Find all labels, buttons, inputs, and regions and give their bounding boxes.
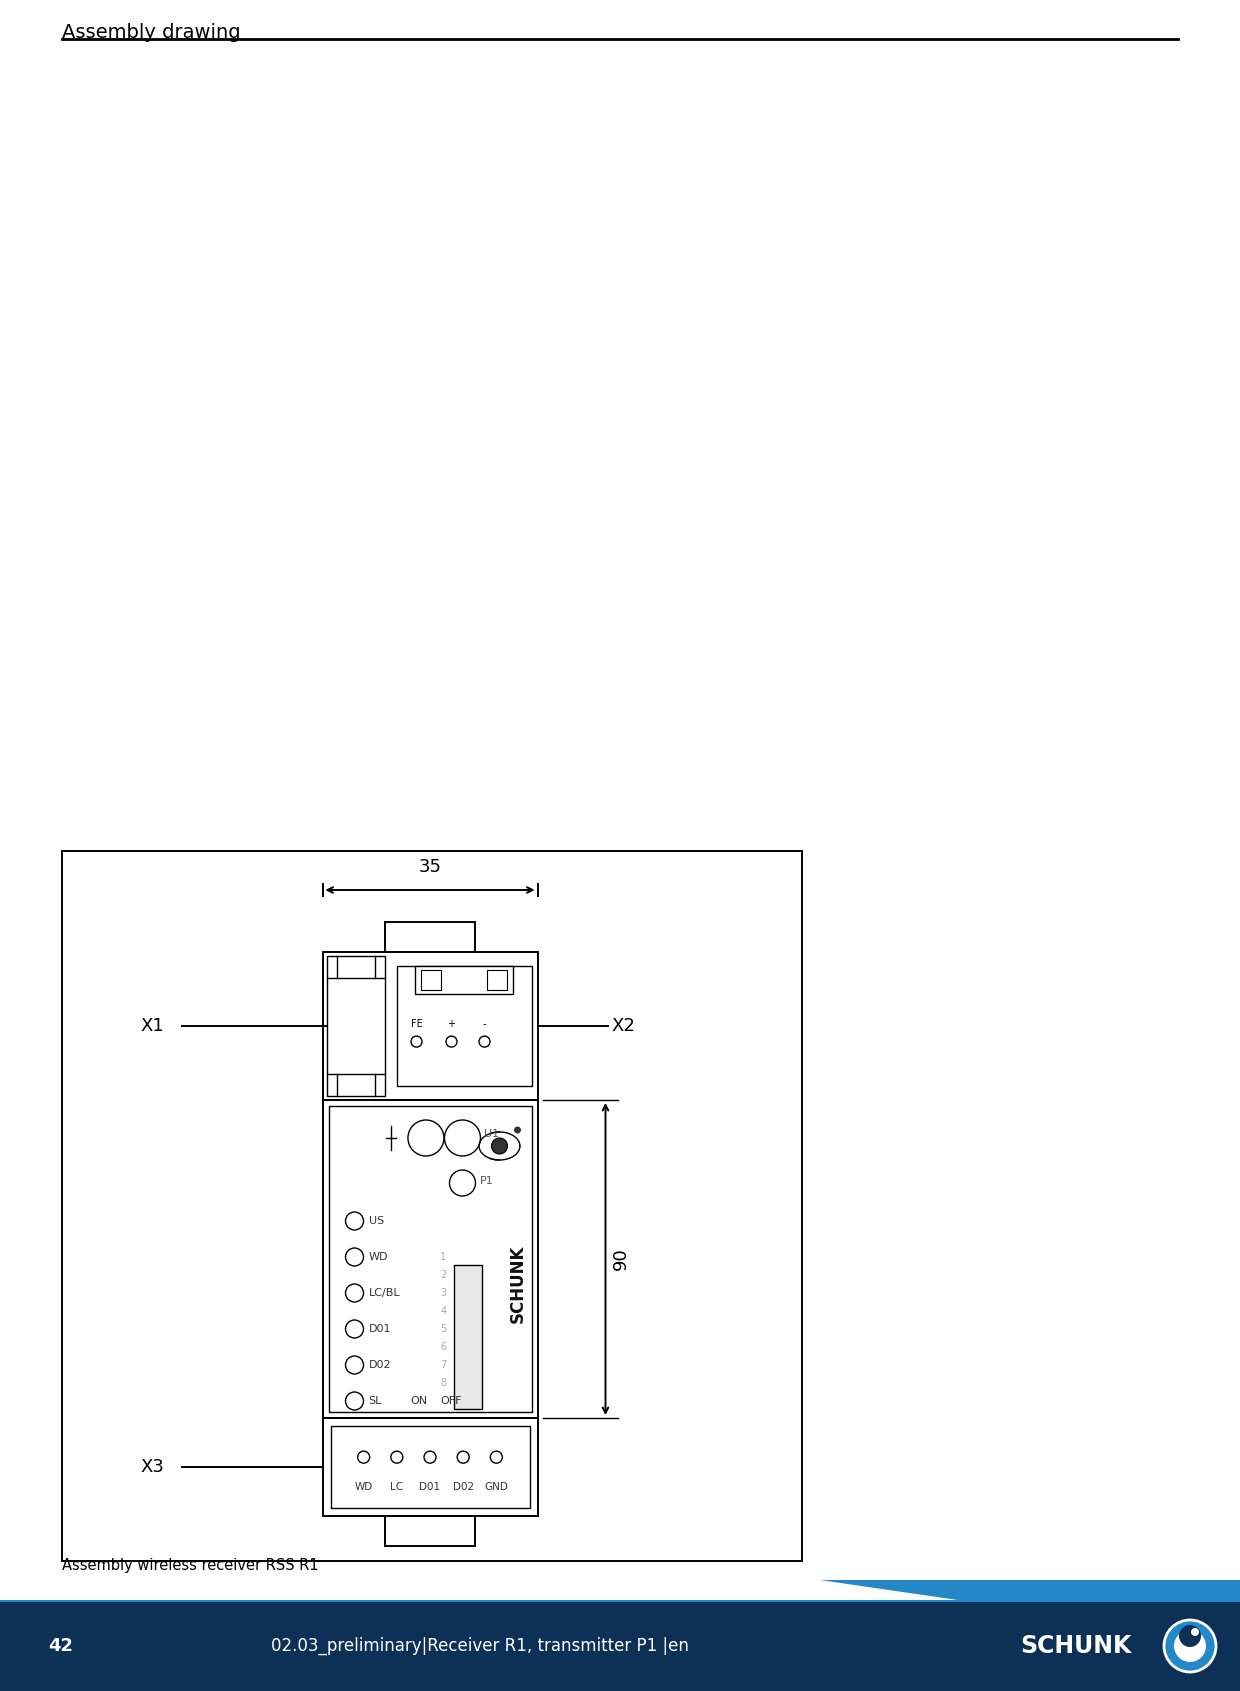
Text: 90: 90 <box>611 1248 630 1270</box>
Circle shape <box>346 1283 363 1302</box>
Bar <box>322 1419 537 1517</box>
Text: 3: 3 <box>440 1289 446 1299</box>
Circle shape <box>346 1356 363 1375</box>
Text: LC/BL: LC/BL <box>368 1289 401 1299</box>
Text: 7: 7 <box>440 1360 446 1370</box>
Text: ON: ON <box>410 1397 428 1405</box>
Bar <box>331 1426 529 1508</box>
Text: 1: 1 <box>440 1251 446 1261</box>
Text: D02: D02 <box>368 1360 391 1370</box>
Circle shape <box>1190 1628 1199 1635</box>
Text: 2: 2 <box>440 1270 446 1280</box>
Text: FE: FE <box>410 1018 423 1028</box>
Circle shape <box>491 1138 507 1153</box>
Text: 5: 5 <box>440 1324 446 1334</box>
Text: GND: GND <box>485 1483 508 1493</box>
Text: D02: D02 <box>453 1483 474 1493</box>
Circle shape <box>346 1321 363 1338</box>
Circle shape <box>446 1037 458 1047</box>
Text: LC: LC <box>391 1483 403 1493</box>
Circle shape <box>357 1451 370 1463</box>
Circle shape <box>458 1451 469 1463</box>
Bar <box>415 966 512 994</box>
Circle shape <box>424 1451 436 1463</box>
Bar <box>454 1265 482 1409</box>
Bar <box>422 971 441 989</box>
Text: SL: SL <box>368 1397 382 1405</box>
Text: +: + <box>448 1018 455 1028</box>
Text: 6: 6 <box>440 1343 446 1353</box>
Bar <box>397 966 532 1086</box>
Text: X2: X2 <box>611 1016 635 1035</box>
Circle shape <box>490 1451 502 1463</box>
Text: D01: D01 <box>419 1483 440 1493</box>
Circle shape <box>408 1119 444 1157</box>
Circle shape <box>410 1037 422 1047</box>
Text: P1: P1 <box>480 1175 494 1185</box>
Text: WD: WD <box>368 1251 388 1261</box>
Text: X1: X1 <box>140 1016 164 1035</box>
Text: Assembly wireless receiver RSS R1: Assembly wireless receiver RSS R1 <box>62 1557 319 1573</box>
Bar <box>326 955 384 1096</box>
Circle shape <box>1179 1625 1202 1647</box>
Circle shape <box>444 1119 480 1157</box>
Polygon shape <box>820 1579 1240 1640</box>
Text: 42: 42 <box>48 1637 73 1655</box>
Circle shape <box>346 1212 363 1229</box>
Circle shape <box>515 1126 521 1133</box>
Text: D01: D01 <box>368 1324 391 1334</box>
Circle shape <box>1164 1620 1216 1672</box>
Text: X3: X3 <box>140 1458 164 1476</box>
Circle shape <box>479 1037 490 1047</box>
Bar <box>487 971 507 989</box>
Text: 35: 35 <box>419 857 441 876</box>
Bar <box>329 1106 532 1412</box>
Text: U1: U1 <box>485 1130 500 1140</box>
Bar <box>384 1517 475 1546</box>
Text: SCHUNK: SCHUNK <box>508 1245 527 1322</box>
Text: 02.03_preliminary|Receiver R1, transmitter P1 |en: 02.03_preliminary|Receiver R1, transmitt… <box>272 1637 689 1655</box>
Circle shape <box>391 1451 403 1463</box>
Text: -: - <box>482 1018 486 1028</box>
Circle shape <box>346 1248 363 1267</box>
Bar <box>322 1101 537 1419</box>
Bar <box>0 1601 1240 1691</box>
Text: 4: 4 <box>440 1305 446 1316</box>
Text: Assembly drawing: Assembly drawing <box>62 24 241 42</box>
Text: US: US <box>368 1216 383 1226</box>
Circle shape <box>1174 1630 1207 1662</box>
Text: SCHUNK: SCHUNK <box>1021 1634 1131 1657</box>
Bar <box>384 922 475 952</box>
Text: OFF: OFF <box>440 1397 463 1405</box>
Circle shape <box>346 1392 363 1410</box>
Bar <box>62 851 802 1561</box>
Text: 8: 8 <box>440 1378 446 1388</box>
Bar <box>322 952 537 1101</box>
Circle shape <box>449 1170 475 1196</box>
Text: WD: WD <box>355 1483 373 1493</box>
